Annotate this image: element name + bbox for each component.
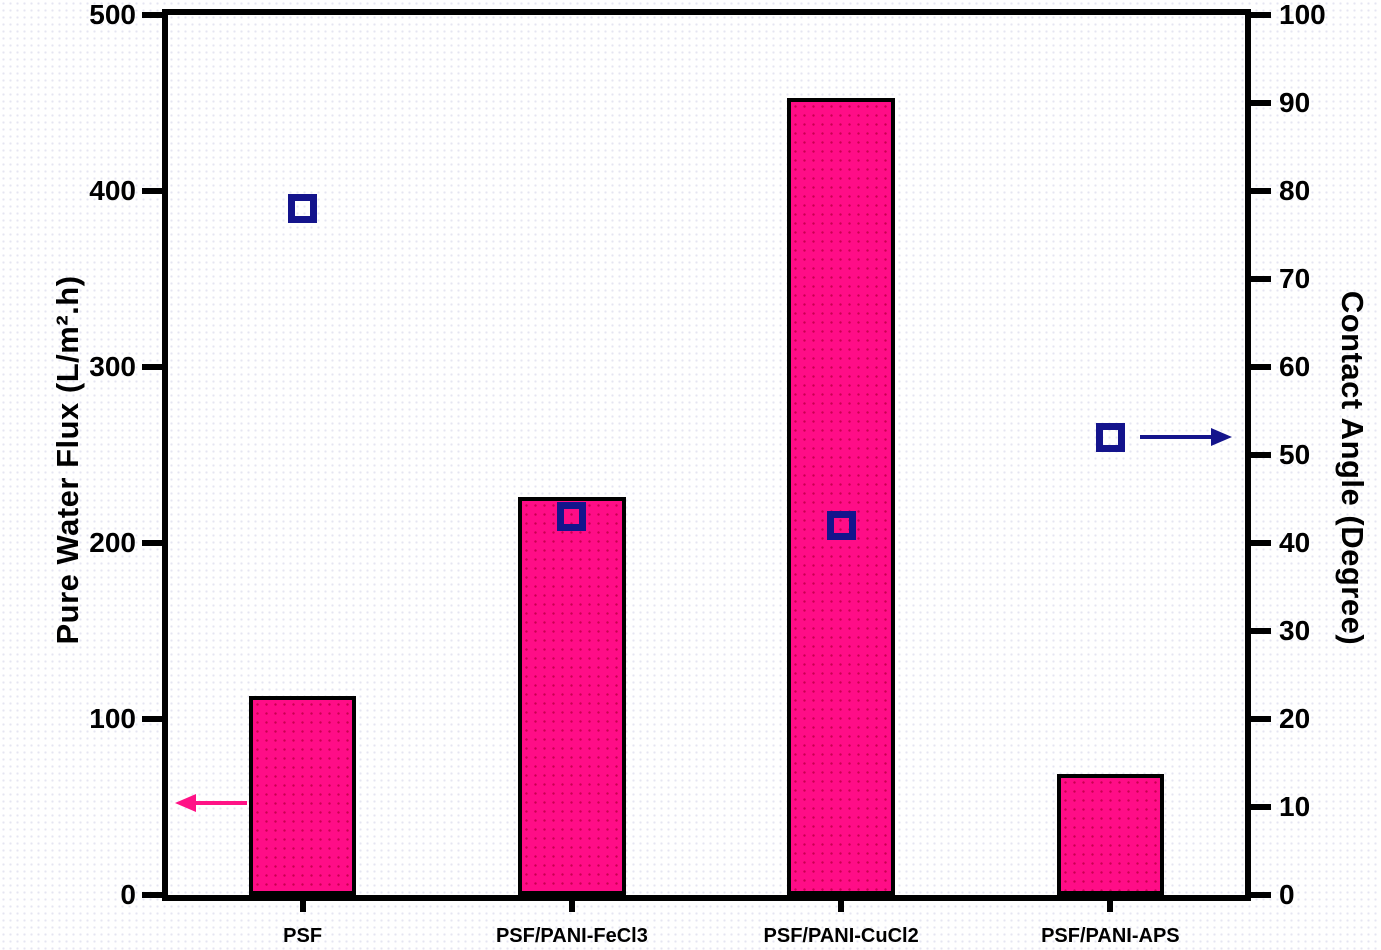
y-axis-right-tick	[1247, 540, 1271, 546]
contact-angle-marker	[557, 502, 587, 532]
x-axis-tick-label: PSF/PANI-CuCl2	[763, 925, 919, 947]
y-axis-left-tick	[142, 188, 166, 194]
left-axis-title: Pure Water Flux (L/m².h)	[50, 275, 85, 645]
flux-arrow-head	[175, 794, 196, 813]
y-axis-left-tick-label: 300	[89, 351, 136, 382]
y-axis-right-tick-label: 100	[1279, 0, 1326, 30]
x-axis-tick	[1107, 895, 1114, 912]
y-axis-right-tick-label: 10	[1279, 791, 1311, 822]
x-axis-tick	[838, 895, 845, 912]
y-axis-right-tick-label: 40	[1279, 527, 1311, 558]
bar	[787, 97, 895, 895]
x-axis-tick	[299, 895, 306, 912]
y-axis-left-tick	[142, 892, 166, 898]
y-axis-left-tick-label: 200	[89, 527, 136, 558]
x-axis-tick-label: PSF/PANI-FeCl3	[495, 925, 648, 947]
y-axis-right-tick-label: 20	[1279, 703, 1311, 734]
contact-angle-marker	[826, 510, 856, 540]
y-axis-right-tick-label: 0	[1279, 879, 1295, 910]
y-axis-left-tick-label: 400	[89, 175, 136, 206]
y-axis-right-tick	[1247, 716, 1271, 722]
y-axis-right-tick	[1247, 452, 1271, 458]
y-axis-left-tick	[142, 364, 166, 370]
x-axis-tick	[568, 895, 575, 912]
bar	[518, 497, 626, 895]
y-axis-right-tick	[1247, 892, 1271, 898]
contact-angle-marker	[288, 194, 318, 224]
contact-angle-marker	[1095, 422, 1125, 452]
y-axis-right-tick-label: 70	[1279, 263, 1311, 294]
y-axis-right-tick-label: 60	[1279, 351, 1311, 382]
y-axis-right-tick	[1247, 628, 1271, 634]
bar	[248, 696, 357, 895]
y-axis-left-tick	[142, 12, 166, 18]
y-axis-left-tick	[142, 716, 166, 722]
flux-arrow	[195, 801, 247, 806]
y-axis-right-tick	[1247, 100, 1271, 106]
x-axis-tick-label: PSF	[283, 925, 323, 947]
x-axis-tick-label: PSF/PANI-APS	[1041, 925, 1180, 947]
y-axis-right-tick-label: 80	[1279, 175, 1311, 206]
angle-arrow	[1140, 435, 1212, 440]
y-axis-right-tick-label: 30	[1279, 615, 1311, 646]
y-axis-left-tick-label: 100	[89, 703, 136, 734]
y-axis-right-tick	[1247, 276, 1271, 282]
y-axis-left-tick-label: 0	[120, 879, 136, 910]
y-axis-right-tick-label: 90	[1279, 87, 1311, 118]
y-axis-right-tick	[1247, 804, 1271, 810]
y-axis-left-tick	[142, 540, 166, 546]
y-axis-right-tick	[1247, 12, 1271, 18]
y-axis-right-tick-label: 50	[1279, 439, 1311, 470]
y-axis-right-tick	[1247, 188, 1271, 194]
bar	[1056, 773, 1165, 895]
y-axis-left-tick-label: 500	[89, 0, 136, 30]
angle-arrow-head	[1211, 428, 1232, 447]
y-axis-right-tick	[1247, 364, 1271, 370]
